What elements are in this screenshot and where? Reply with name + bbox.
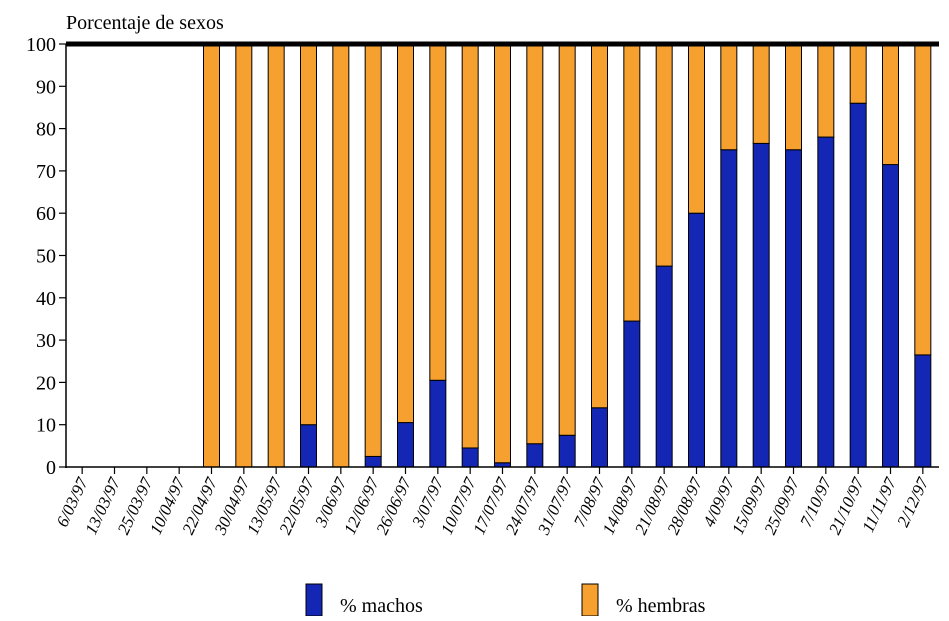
bar-machos [558,434,576,468]
bar-hembras [332,43,350,468]
bar-hembras [914,43,932,356]
bar-machos [591,407,608,468]
y-tick-label: 30 [36,330,56,352]
bar-hembras [267,43,285,468]
bars-layer [203,43,932,468]
bar-machos [817,136,835,468]
bar-hembras [526,43,544,445]
bar-hembras [461,43,479,449]
y-tick-label: 100 [26,34,56,56]
bar-hembras [397,43,414,424]
bar-hembras [591,43,608,409]
bar-machos [429,379,447,468]
y-tick-label: 0 [46,457,56,479]
bar-machos [849,102,867,468]
bar-hembras [300,43,317,426]
bar-hembras [655,43,673,267]
bar-machos [300,424,317,468]
bar-hembras [558,43,576,436]
bar-hembras [494,43,511,464]
bar-machos [752,142,770,468]
bar-machos [364,455,382,468]
bar-machos [720,149,738,468]
bar-hembras [623,43,641,322]
bar-hembras [785,43,802,151]
y-tick-labels: 0 10 20 30 40 50 60 70 80 90 100 [26,34,56,479]
bar-hembras [849,43,867,104]
legend-swatch-hembras [581,583,599,617]
bar-hembras [203,43,220,468]
bar-machos [688,212,705,468]
bar-hembras [688,43,705,214]
x-tick-label: 2/12/97 [893,473,933,529]
bar-hembras [882,43,899,166]
y-tick-label: 90 [36,76,56,98]
x-tick-labels: 6/03/9713/03/9725/03/9710/04/9722/04/973… [53,473,933,538]
legend-swatch-machos [305,583,323,617]
bar-machos [655,265,673,468]
y-tick-label: 10 [36,415,56,437]
bar-machos [623,320,641,468]
y-tick-label: 50 [36,246,56,268]
bar-hembras [720,43,738,151]
bar-machos [397,422,414,468]
y-tick-label: 20 [36,372,56,394]
chart-title: Porcentaje de sexos [66,12,224,34]
bar-machos [882,164,899,468]
bar-hembras [429,43,447,381]
y-tick-label: 60 [36,203,56,225]
bar-machos [526,443,544,468]
y-tick-label: 40 [36,288,56,310]
legend: % machos % hembras [305,583,706,617]
bar-hembras [752,43,770,144]
bar-hembras [235,43,253,468]
legend-label-machos: % machos [340,595,423,616]
bar-hembras [364,43,382,457]
legend-label-hembras: % hembras [616,595,706,616]
bar-hembras [817,43,835,138]
bar-machos [461,447,479,468]
bar-machos [785,149,802,468]
axes-layer [59,41,939,474]
bar-machos [914,354,932,468]
y-tick-label: 70 [36,161,56,183]
y-tick-label: 80 [36,119,56,141]
